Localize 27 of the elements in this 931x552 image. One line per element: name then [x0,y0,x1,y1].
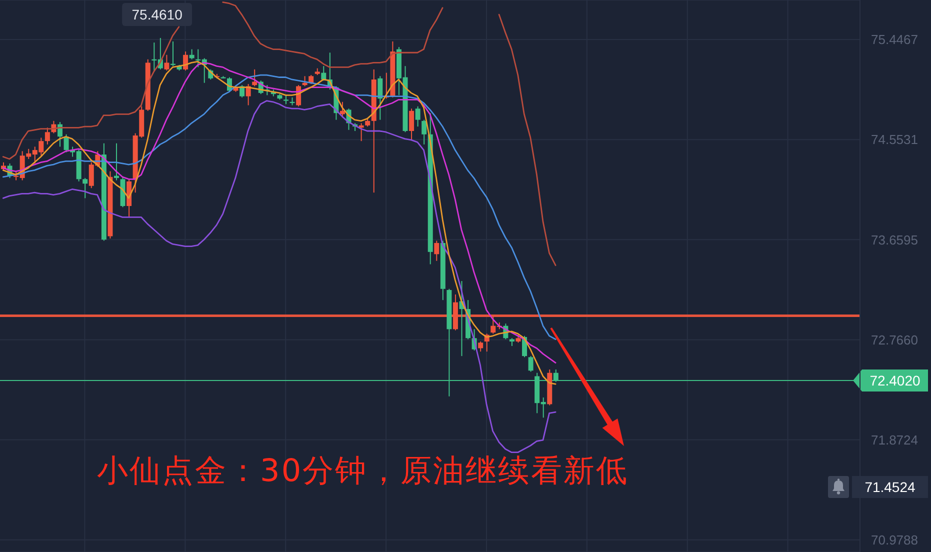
candlestick [252,68,258,87]
annotation: 小仙点金：30分钟，原油继续看新低 [97,452,629,491]
candlestick [378,76,383,120]
annotation: 75.4610 [132,6,183,22]
y-tick-label: 72.7660 [871,332,918,348]
candlestick [434,240,440,262]
candlestick [415,106,420,128]
candlestick [409,108,414,140]
candlestick [189,48,194,60]
candlestick [478,341,484,352]
line-series [2,100,556,454]
ref-line-label: 72.4020 [870,372,921,388]
candlestick [528,356,534,372]
candlestick [183,51,188,72]
candlestick [44,127,50,145]
y-tick-label: 75.4467 [871,32,918,48]
y-tick-label: 74.5531 [871,132,918,148]
candlestick [246,83,251,106]
candlestick [422,119,427,145]
y-tick-label: 70.9788 [871,532,918,548]
y-tick-label: 73.6595 [871,232,918,248]
candlestick [170,40,176,67]
candlestick [64,134,69,153]
text: 71.4524 [864,478,916,495]
candlestick [82,178,88,199]
candlestick [164,54,170,72]
y-tick-label: 71.8724 [871,432,918,448]
